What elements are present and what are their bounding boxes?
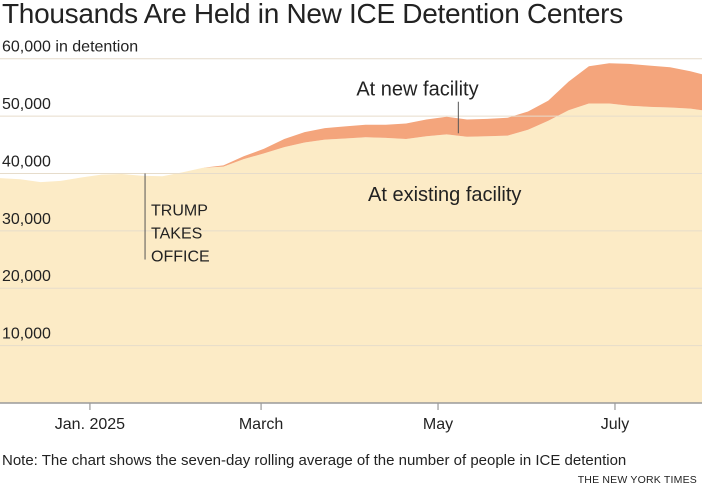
new-facility-label: At new facility [356,79,478,101]
detention-area-chart: 60,000 in detention 50,000 40,000 30,000 20,… [0,39,702,433]
area-existing-facility [0,103,702,403]
y-tick-label: 40,000 [2,153,51,170]
area-new-facility [0,63,702,183]
x-tick-label: Jan. 2025 [55,416,125,433]
y-tick-label: 50,000 [2,96,51,113]
y-tick-label: 20,000 [2,268,51,285]
trump-annotation-text: TAKES [151,225,202,242]
chart-title: Thousands Are Held in New ICE Detention … [2,0,623,29]
x-tick-label: July [601,416,629,433]
y-tick-label: 10,000 [2,326,51,343]
x-tick-label: May [423,416,453,433]
source-credit: THE NEW YORK TIMES [577,474,697,486]
existing-facility-label: At existing facility [368,184,521,206]
x-tick-label: March [239,416,283,433]
trump-annotation-text: TRUMP [151,202,208,219]
y-tick-label: 30,000 [2,211,51,228]
chart-note: Note: The chart shows the seven-day roll… [2,452,627,469]
y-tick-label: 60,000 in detention [2,39,138,56]
trump-annotation-text: OFFICE [151,248,210,265]
